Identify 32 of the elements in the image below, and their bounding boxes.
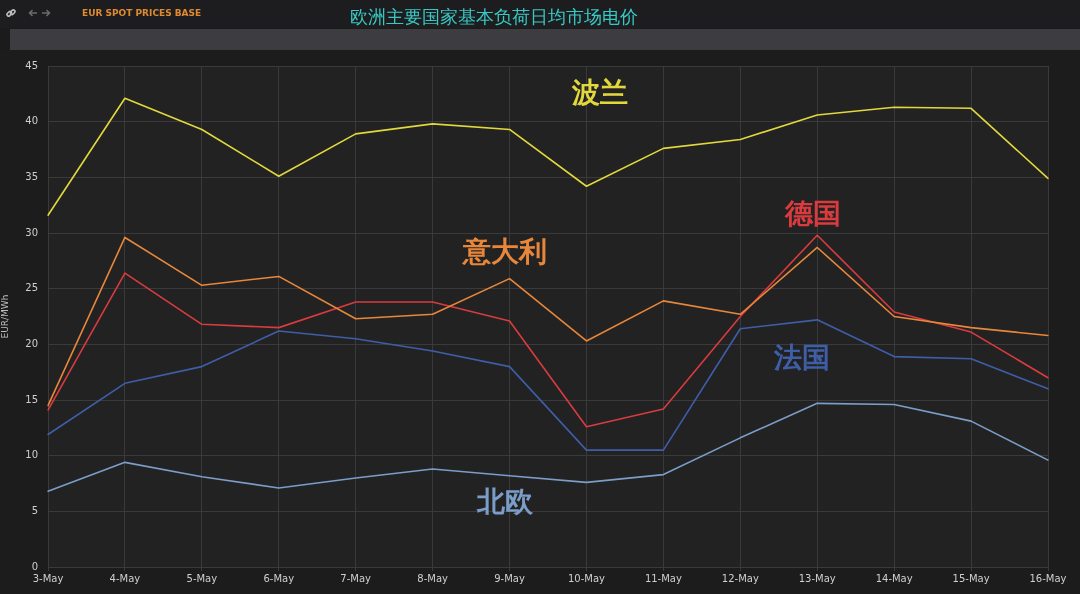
x-tick-label: 16-May	[1029, 572, 1067, 584]
series-label: 波兰	[571, 75, 628, 109]
x-tick-label: 8-May	[417, 572, 449, 584]
y-tick-label: 45	[25, 59, 38, 71]
chart-title: 欧洲主要国家基本负荷日均市场电价	[350, 6, 638, 28]
x-tick-label: 6-May	[263, 572, 295, 584]
y-tick-label: 10	[25, 449, 38, 461]
x-tick-label: 7-May	[340, 572, 372, 584]
y-axis-title: EUR/MWh	[0, 294, 10, 339]
y-tick-label: 35	[25, 170, 38, 182]
y-tick-label: 40	[25, 115, 38, 127]
series-label: 意大利	[461, 234, 547, 268]
y-tick-label: 15	[25, 393, 38, 405]
x-tick-label: 9-May	[494, 572, 525, 584]
series-label: 德国	[784, 196, 841, 230]
y-tick-label: 20	[25, 337, 38, 349]
x-tick-label: 12-May	[721, 572, 759, 584]
y-tick-label: 5	[31, 504, 38, 516]
chart-subtitle: EUR SPOT PRICES BASE	[82, 7, 202, 20]
series-label: 北欧	[476, 485, 534, 519]
y-tick-label: 25	[25, 282, 38, 294]
y-tick-label: 0	[31, 560, 38, 572]
x-tick-label: 5-May	[186, 572, 218, 584]
y-tick-label: 30	[25, 226, 38, 238]
x-tick-label: 13-May	[798, 572, 836, 584]
x-tick-label: 14-May	[875, 572, 913, 584]
series-label: 法国	[773, 341, 830, 375]
x-tick-label: 11-May	[644, 572, 682, 584]
x-tick-label: 4-May	[109, 572, 141, 584]
x-tick-label: 15-May	[952, 572, 990, 584]
x-tick-label: 10-May	[567, 572, 606, 584]
x-tick-label: 3-May	[32, 572, 64, 584]
